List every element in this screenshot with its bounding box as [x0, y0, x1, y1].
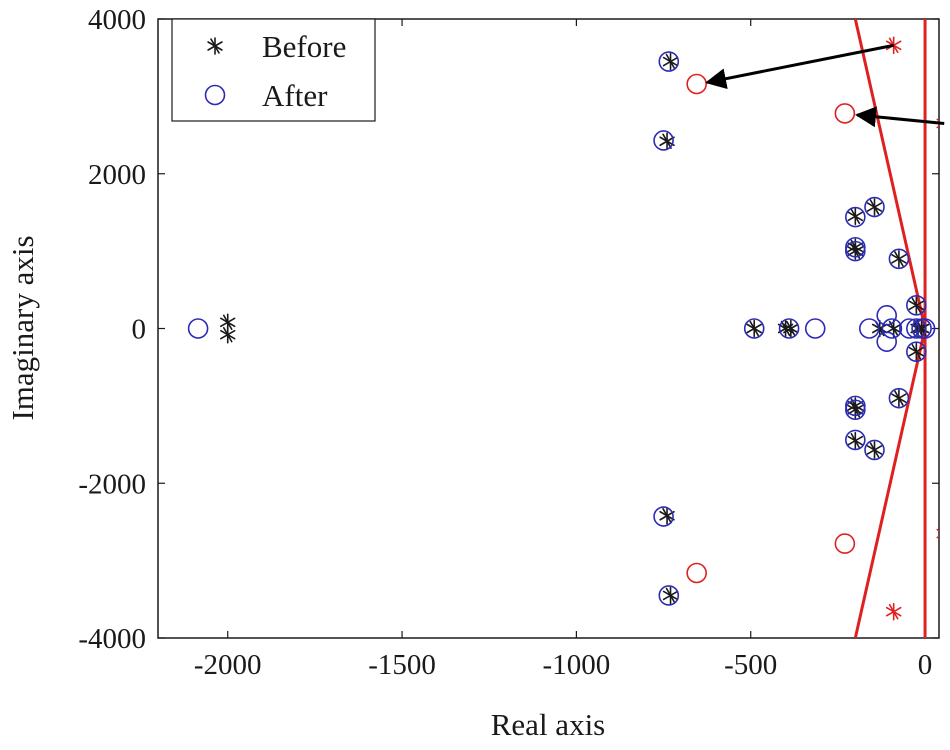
after-point	[845, 429, 866, 451]
after-point	[881, 318, 903, 339]
after-point	[906, 318, 927, 339]
after-point	[888, 387, 910, 409]
after-point	[876, 331, 898, 352]
legend: Before After	[171, 18, 376, 122]
after-point	[864, 439, 885, 461]
before-point	[746, 319, 762, 338]
x-tick-label: 0	[918, 649, 933, 681]
before-point	[847, 431, 864, 450]
y-tick-label: -2000	[78, 468, 146, 500]
before-point	[866, 198, 883, 216]
before-point	[662, 586, 679, 605]
after-point	[658, 585, 680, 606]
after-point	[858, 318, 880, 339]
before-point	[220, 325, 236, 344]
critical-after-point	[686, 562, 707, 584]
legend-label-before: Before	[262, 29, 346, 64]
x-tick-label: -2000	[194, 649, 262, 681]
after-point	[899, 318, 920, 339]
before-point	[783, 319, 799, 338]
before-point	[891, 250, 907, 268]
x-tick-label: -1500	[368, 649, 436, 681]
after-point	[778, 318, 800, 339]
after-point	[187, 318, 209, 339]
before-point	[908, 342, 925, 361]
y-tick-label: 4000	[88, 4, 146, 36]
legend-markers	[204, 37, 226, 106]
critical-before-point	[885, 602, 902, 621]
legend-box	[171, 18, 376, 122]
x-tick-label: -1000	[543, 649, 611, 681]
plot-area	[157, 18, 940, 639]
after-point	[906, 341, 927, 363]
after-point	[876, 305, 898, 326]
after-point	[906, 294, 927, 316]
before-point	[908, 296, 925, 315]
before-point	[891, 389, 907, 407]
y-tick-label: 2000	[88, 159, 146, 191]
critical-after-point	[834, 103, 856, 124]
y-tick-labels: -4000 -2000 0 2000 4000	[78, 4, 146, 655]
damping-line-upper	[853, 19, 927, 329]
y-tick-label: -4000	[78, 623, 146, 655]
critical-after-point	[834, 533, 856, 554]
x-tick-label: -500	[724, 649, 777, 681]
legend-marker-after	[204, 84, 226, 106]
data-points	[187, 36, 939, 621]
after-point	[864, 196, 885, 218]
after-point	[888, 248, 910, 270]
after-point	[845, 240, 866, 262]
after-point	[658, 51, 680, 72]
x-tick-labels: -2000 -1500 -1000 -500 0	[194, 649, 932, 681]
shift-arrow-2	[854, 106, 945, 128]
after-point	[845, 395, 866, 417]
after-point	[914, 318, 936, 339]
after-point	[653, 130, 674, 151]
after-point	[804, 318, 826, 339]
after-point	[653, 506, 674, 527]
legend-marker-before	[207, 37, 223, 55]
legend-label-after: After	[262, 78, 328, 113]
after-point	[743, 318, 765, 339]
after-point	[845, 206, 866, 228]
before-point	[913, 319, 930, 338]
y-axis-label: Imaginary axis	[5, 235, 40, 420]
before-point	[662, 52, 679, 71]
before-point	[847, 207, 864, 226]
x-axis-label: Real axis	[491, 707, 606, 742]
shift-arrows	[705, 43, 945, 128]
before-point	[866, 441, 883, 459]
shift-arrow-1	[705, 43, 894, 90]
damping-line-lower	[853, 328, 927, 638]
y-tick-label: 0	[132, 314, 147, 346]
